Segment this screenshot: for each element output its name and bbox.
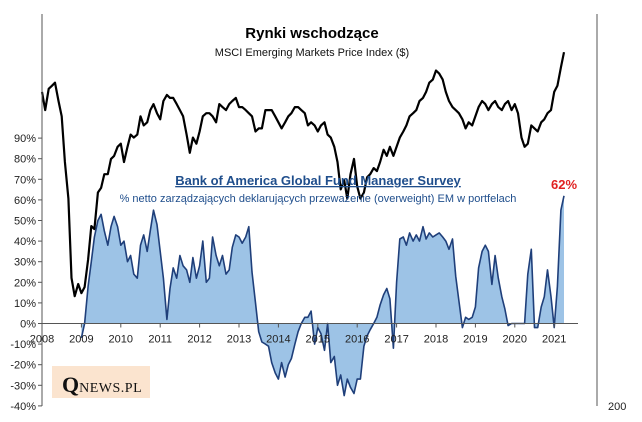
x-tick-label: 2015	[306, 334, 330, 346]
x-tick-label: 2017	[384, 334, 408, 346]
chart-subtitle: MSCI Emerging Markets Price Index ($)	[215, 47, 409, 59]
chart-title: Rynki wschodzące	[245, 25, 378, 42]
y-tick-label: -30%	[10, 380, 36, 392]
y-tick-label: 0%	[20, 319, 36, 331]
x-tick-label: 2009	[69, 334, 93, 346]
survey-subtitle: % netto zarządzających deklarujących prz…	[120, 193, 517, 205]
y-tick-label: 70%	[14, 174, 36, 186]
survey-area-layer	[80, 195, 565, 397]
y-tick-label: 90%	[14, 133, 36, 145]
y-tick-label: -40%	[10, 401, 36, 413]
x-tick-label: 2020	[503, 334, 527, 346]
y-tick-label: -10%	[10, 339, 36, 351]
x-tick-label: 2019	[463, 334, 487, 346]
y-tick-label: -20%	[10, 360, 36, 372]
y-tick-label: 10%	[14, 298, 36, 310]
axes-layer: -40% -30% -20% -10% 0% 10% 20% 30% 40% 50% 60% 70% 8…	[10, 14, 598, 413]
y-tick-label: 80%	[14, 154, 36, 166]
msci-line-layer	[40, 51, 566, 298]
x-tick-label: 2012	[187, 334, 211, 346]
survey-line	[80, 195, 565, 397]
x-tick-label: 2021	[542, 334, 566, 346]
y-tick-label: 30%	[14, 257, 36, 269]
msci-line	[40, 51, 566, 298]
last-value-label: 62%	[551, 177, 577, 192]
y-tick-label: 40%	[14, 236, 36, 248]
logo-letter: Q	[62, 372, 80, 397]
survey-title: Bank of America Global Fund Manager Surv…	[175, 173, 461, 188]
x-tick-label: 2013	[227, 334, 251, 346]
y-tick-label: 50%	[14, 216, 36, 228]
y-tick-label: 20%	[14, 277, 36, 289]
qnews-logo: QNEWS.PL	[52, 366, 150, 398]
logo-wordmark: NEWS.PL	[79, 381, 143, 396]
y-tick-label: 60%	[14, 195, 36, 207]
x-tick-label: 2010	[109, 334, 133, 346]
logo-text: QNEWS.PL	[62, 372, 142, 398]
survey-area-fill	[81, 195, 565, 396]
x-tick-label: 2014	[266, 334, 290, 346]
x-tick-label: 2018	[424, 334, 448, 346]
x-tick-label: 2008	[30, 334, 54, 346]
titles-layer: Rynki wschodzące MSCI Emerging Markets P…	[120, 25, 627, 413]
x-tick-label: 2016	[345, 334, 369, 346]
x-tick-label: 2011	[148, 334, 172, 346]
secondary-axis-tick: 200	[608, 401, 626, 413]
